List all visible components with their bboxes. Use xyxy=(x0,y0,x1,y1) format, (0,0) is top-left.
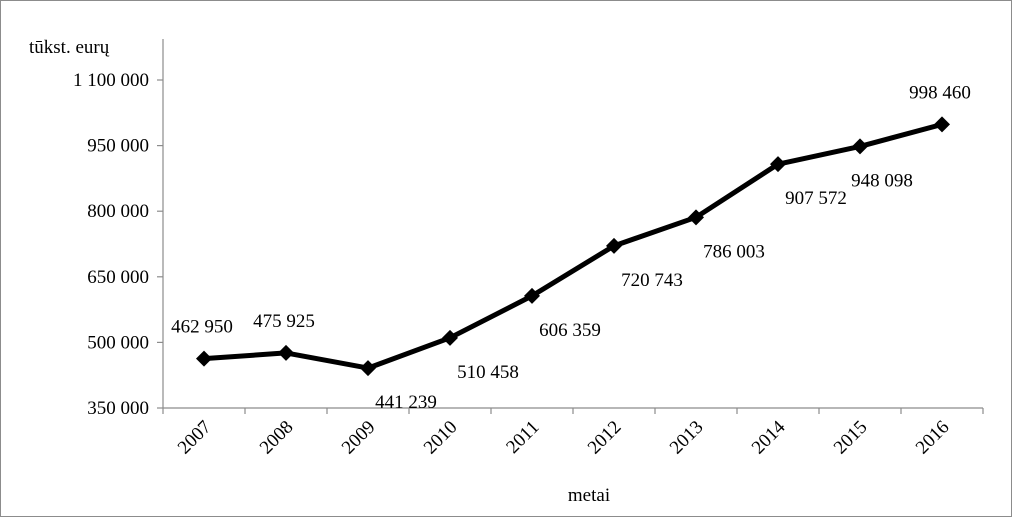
x-tick-label: 2012 xyxy=(584,417,626,459)
data-label: 948 098 xyxy=(851,170,913,191)
x-tick-label: 2014 xyxy=(748,416,790,458)
x-tick-label: 2008 xyxy=(256,417,298,459)
data-point-marker xyxy=(688,209,704,226)
data-label: 907 572 xyxy=(785,188,847,209)
x-tick-label: 2009 xyxy=(338,417,380,459)
data-label: 475 925 xyxy=(253,311,315,332)
data-point-marker xyxy=(196,350,212,367)
series-line-group xyxy=(203,121,943,371)
y-axis-title: tūkst. eurų xyxy=(29,37,110,58)
y-tick-label: 800 000 xyxy=(87,201,149,222)
data-point-marker xyxy=(934,116,950,133)
data-point-marker xyxy=(524,287,540,304)
data-label: 462 950 xyxy=(171,317,233,338)
data-point-marker xyxy=(278,344,294,361)
data-point-marker xyxy=(360,360,376,377)
data-point-marker xyxy=(606,237,622,254)
x-tick-label: 2016 xyxy=(912,417,954,459)
data-point-marker xyxy=(770,156,786,173)
y-tick-label: 500 000 xyxy=(87,332,149,353)
x-tick-label: 2007 xyxy=(174,417,216,459)
data-label: 606 359 xyxy=(539,320,601,341)
series-line xyxy=(203,121,943,371)
y-tick-labels: 350 000 500 000 650 000 800 000 950 000 1 100… xyxy=(73,70,149,419)
x-axis-title: metai xyxy=(568,485,610,506)
axes xyxy=(157,39,984,414)
data-label: 998 460 xyxy=(909,82,971,103)
data-label: 786 003 xyxy=(703,241,765,262)
x-tick-label: 2010 xyxy=(420,417,462,459)
y-tick-label: 1 100 000 xyxy=(73,70,149,91)
markers xyxy=(196,116,950,377)
y-tick-label: 950 000 xyxy=(87,136,149,157)
y-tick-label: 350 000 xyxy=(87,398,149,419)
data-labels: 462 950 475 925 441 239 510 458 606 359 720 7… xyxy=(171,82,971,413)
x-tick-labels: 2007 2008 2009 2010 2011 2012 2013 2014 2015 2016 xyxy=(174,416,954,458)
x-tick-label: 2013 xyxy=(666,417,708,459)
x-tick-label: 2015 xyxy=(830,417,872,459)
y-tick-label: 650 000 xyxy=(87,267,149,288)
data-point-marker xyxy=(442,329,458,346)
data-label: 441 239 xyxy=(375,392,437,413)
data-label: 510 458 xyxy=(457,362,519,383)
data-point-marker xyxy=(852,138,868,155)
x-tick-label: 2011 xyxy=(502,417,543,458)
data-label: 720 743 xyxy=(621,270,683,291)
